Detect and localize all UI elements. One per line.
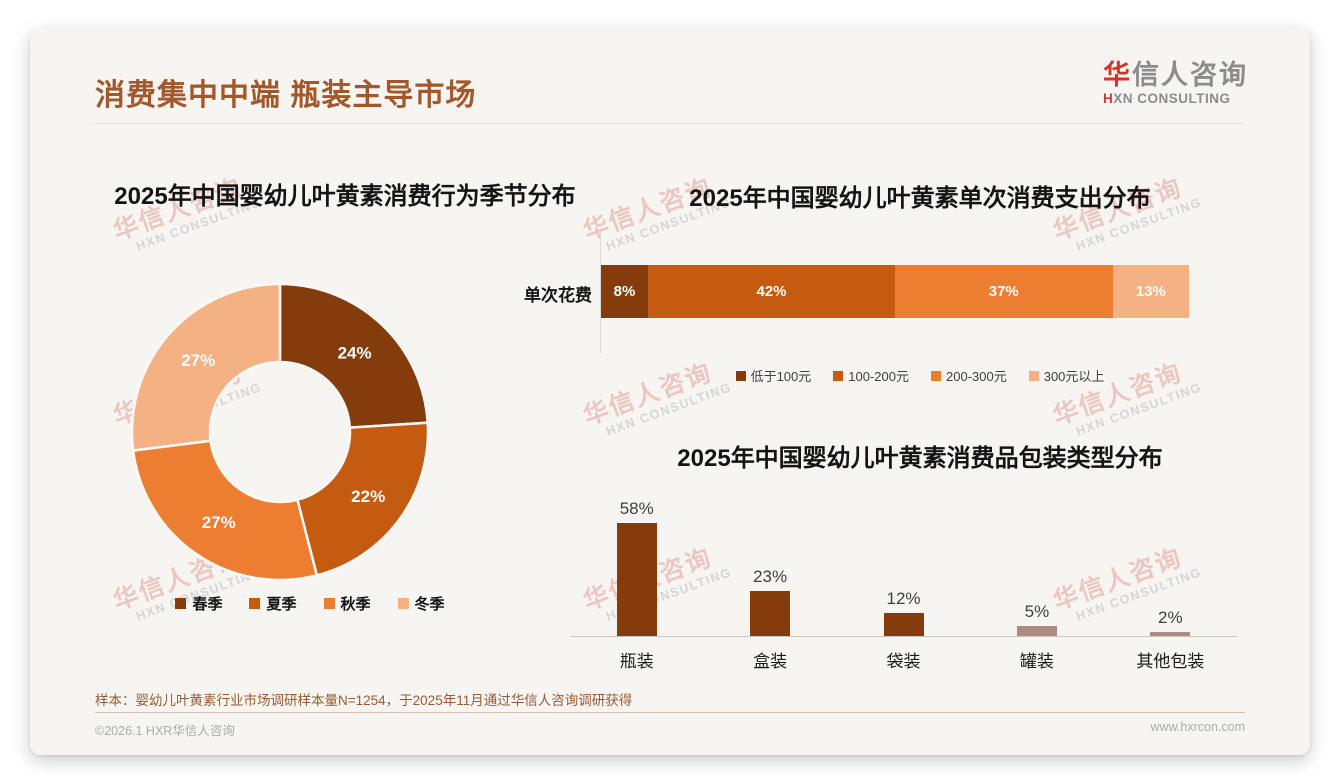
spend-legend-item: 低于100元 — [735, 366, 812, 385]
packaging-bar-罐装 — [1016, 626, 1057, 636]
legend-color-swatch — [323, 598, 335, 609]
donut-slice-春季 — [278, 282, 430, 429]
packaging-bars: 58% 23% 12% 5% 2% — [570, 498, 1237, 637]
spend-legend-label: 低于100元 — [750, 369, 812, 384]
donut-data-label: 27% — [181, 351, 215, 370]
spend-legend-item: 200-300元 — [931, 366, 1007, 385]
packaging-category-label: 罐装 — [1019, 652, 1054, 671]
spend-legend-label: 100-200元 — [848, 369, 909, 384]
season-legend-label: 冬季 — [414, 596, 445, 613]
packaging-category-label: 盒装 — [753, 652, 788, 671]
legend-color-swatch — [1028, 370, 1039, 381]
donut-data-label: 24% — [338, 344, 372, 363]
header-divider — [95, 123, 1245, 124]
legend-color-swatch — [175, 598, 187, 609]
spend-segment-label: 8% — [613, 283, 636, 300]
footer-divider — [95, 712, 1245, 713]
spend-segment-100-200元: 42% — [648, 265, 895, 318]
spend-stacked-bar: 8% 42% 37% 13% — [601, 265, 1189, 318]
packaging-value-label: 58% — [619, 498, 654, 518]
packaging-bar-column: 2% — [1104, 608, 1237, 636]
packaging-value-label: 12% — [886, 588, 921, 608]
packaging-category-labels: 瓶装 盒装 袋装 罐装 其他包装 — [570, 637, 1237, 672]
packaging-bar-其他包装 — [1150, 632, 1191, 636]
legend-color-swatch — [833, 370, 844, 381]
spend-legend-label: 300元以上 — [1043, 369, 1105, 384]
donut-slice-秋季 — [131, 439, 319, 582]
spend-legend-item: 300元以上 — [1028, 366, 1105, 385]
packaging-category-label: 其他包装 — [1136, 652, 1205, 671]
donut-slice-夏季 — [295, 421, 430, 577]
donut-slice-冬季 — [130, 282, 282, 452]
packaging-value-label: 5% — [1024, 602, 1050, 622]
season-legend-label: 夏季 — [266, 596, 297, 613]
packaging-bar-袋装 — [883, 612, 924, 636]
packaging-bar-瓶装 — [616, 522, 657, 636]
season-legend-label: 秋季 — [340, 596, 371, 613]
spend-segment-200-300元: 37% — [894, 265, 1113, 318]
legend-color-swatch — [735, 370, 746, 381]
brand-logo-english: HXN CONSULTING — [1103, 91, 1231, 107]
page-title: 消费集中中端 瓶装主导市场 — [95, 79, 477, 112]
season-chart-title: 2025年中国婴幼儿叶黄素消费行为季节分布 — [114, 183, 576, 210]
season-donut-chart: 24% 22% 27% 27% — [130, 282, 430, 582]
legend-color-swatch — [397, 598, 409, 609]
spend-legend: 低于100元 100-200元 200-300元 300元以上 — [570, 366, 1270, 385]
spend-row-label: 单次花费 — [524, 286, 592, 305]
copyright-text: ©2026.1 HXR华信人咨询 — [95, 724, 235, 738]
packaging-value-label: 23% — [753, 567, 788, 587]
packaging-bar-column: 12% — [837, 589, 970, 636]
packaging-category-label: 袋装 — [886, 652, 921, 671]
spend-segment-label: 37% — [988, 283, 1019, 300]
legend-color-swatch — [931, 370, 941, 381]
donut-data-label: 22% — [351, 487, 385, 506]
season-legend-label: 春季 — [192, 596, 223, 613]
packaging-chart-title: 2025年中国婴幼儿叶黄素消费品包装类型分布 — [677, 445, 1163, 472]
season-legend: 春季 夏季 秋季 冬季 — [100, 593, 520, 614]
brand-logo: 华信人咨询 HXN CONSULTING — [1103, 60, 1248, 106]
season-legend-item: 秋季 — [323, 593, 371, 614]
packaging-value-label: 2% — [1158, 608, 1183, 628]
packaging-bar-column: 5% — [970, 602, 1103, 636]
packaging-bar-column: 58% — [570, 499, 703, 636]
donut-data-label: 27% — [202, 513, 236, 532]
sample-footnote: 样本：婴幼儿叶黄素行业市场调研样本量N=1254，于2025年11月通过华信人咨… — [95, 693, 633, 708]
spend-legend-item: 100-200元 — [833, 366, 909, 385]
spend-legend-label: 200-300元 — [946, 369, 1007, 384]
packaging-bar-chart: 58% 23% 12% 5% 2% 瓶装 盒装 袋装 罐装 其他包装 — [570, 498, 1237, 672]
website-link[interactable]: www.hxrcon.com — [1150, 720, 1245, 734]
spend-segment-低于100元: 8% — [601, 265, 649, 318]
brand-logo-chinese: 华信人咨询 — [1103, 60, 1248, 90]
packaging-bar-盒装 — [750, 591, 791, 636]
season-legend-item: 春季 — [175, 593, 222, 614]
spend-segment-label: 13% — [1135, 283, 1166, 300]
packaging-category-label: 瓶装 — [619, 652, 654, 671]
season-legend-item: 夏季 — [249, 593, 297, 614]
spend-segment-300元以上: 13% — [1112, 265, 1189, 318]
legend-color-swatch — [249, 598, 261, 609]
packaging-bar-column: 23% — [703, 567, 836, 636]
spend-axis-line — [600, 228, 601, 354]
spend-chart-title: 2025年中国婴幼儿叶黄素单次消费支出分布 — [689, 185, 1151, 212]
season-legend-item: 冬季 — [397, 593, 445, 614]
spend-segment-label: 42% — [756, 283, 787, 300]
slide-card: 华信人咨询 HXN CONSULTING 华信人咨询 HXN CONSULTING 华信… — [30, 28, 1310, 755]
